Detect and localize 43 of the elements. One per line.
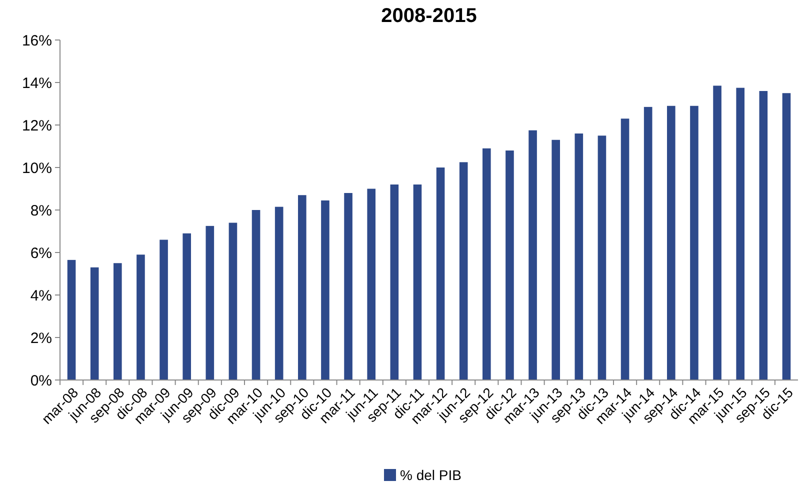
bar (713, 86, 722, 380)
y-tick-label: 10% (22, 160, 52, 177)
bar (436, 168, 445, 380)
bar (552, 140, 560, 380)
bar (644, 106, 652, 380)
chart-title: 2008-2015 (381, 5, 477, 27)
bar (90, 267, 99, 380)
bar (136, 254, 145, 380)
bar (759, 91, 768, 380)
bar (160, 240, 168, 380)
bar (413, 184, 422, 380)
y-tick-label: 16% (22, 32, 52, 50)
y-tick-label: 2% (30, 330, 52, 347)
bar (67, 260, 76, 380)
bar (459, 162, 468, 380)
legend-label: % del PIB (400, 466, 462, 483)
bar (252, 210, 260, 380)
bar (182, 233, 191, 380)
bar (690, 106, 698, 380)
bar (274, 206, 284, 380)
y-tick-label: 12% (22, 117, 52, 134)
bar (344, 193, 352, 380)
y-tick-label: 0% (30, 372, 52, 390)
y-tick-label: 14% (22, 74, 52, 92)
bar (528, 130, 537, 380)
bar (298, 195, 306, 380)
bar (620, 118, 630, 380)
bar (228, 222, 238, 380)
bar (482, 148, 491, 380)
bar (598, 136, 606, 380)
bar (390, 184, 399, 380)
bar (321, 200, 330, 380)
bar (206, 226, 214, 380)
bar (667, 106, 676, 380)
bar (574, 134, 584, 380)
bar (506, 150, 514, 380)
bar (114, 263, 122, 380)
y-tick-label: 4% (30, 287, 52, 304)
bar (736, 88, 744, 380)
y-tick-label: 6% (30, 244, 52, 262)
bar (367, 188, 376, 380)
bar (782, 93, 791, 380)
y-tick-label: 8% (30, 202, 52, 220)
